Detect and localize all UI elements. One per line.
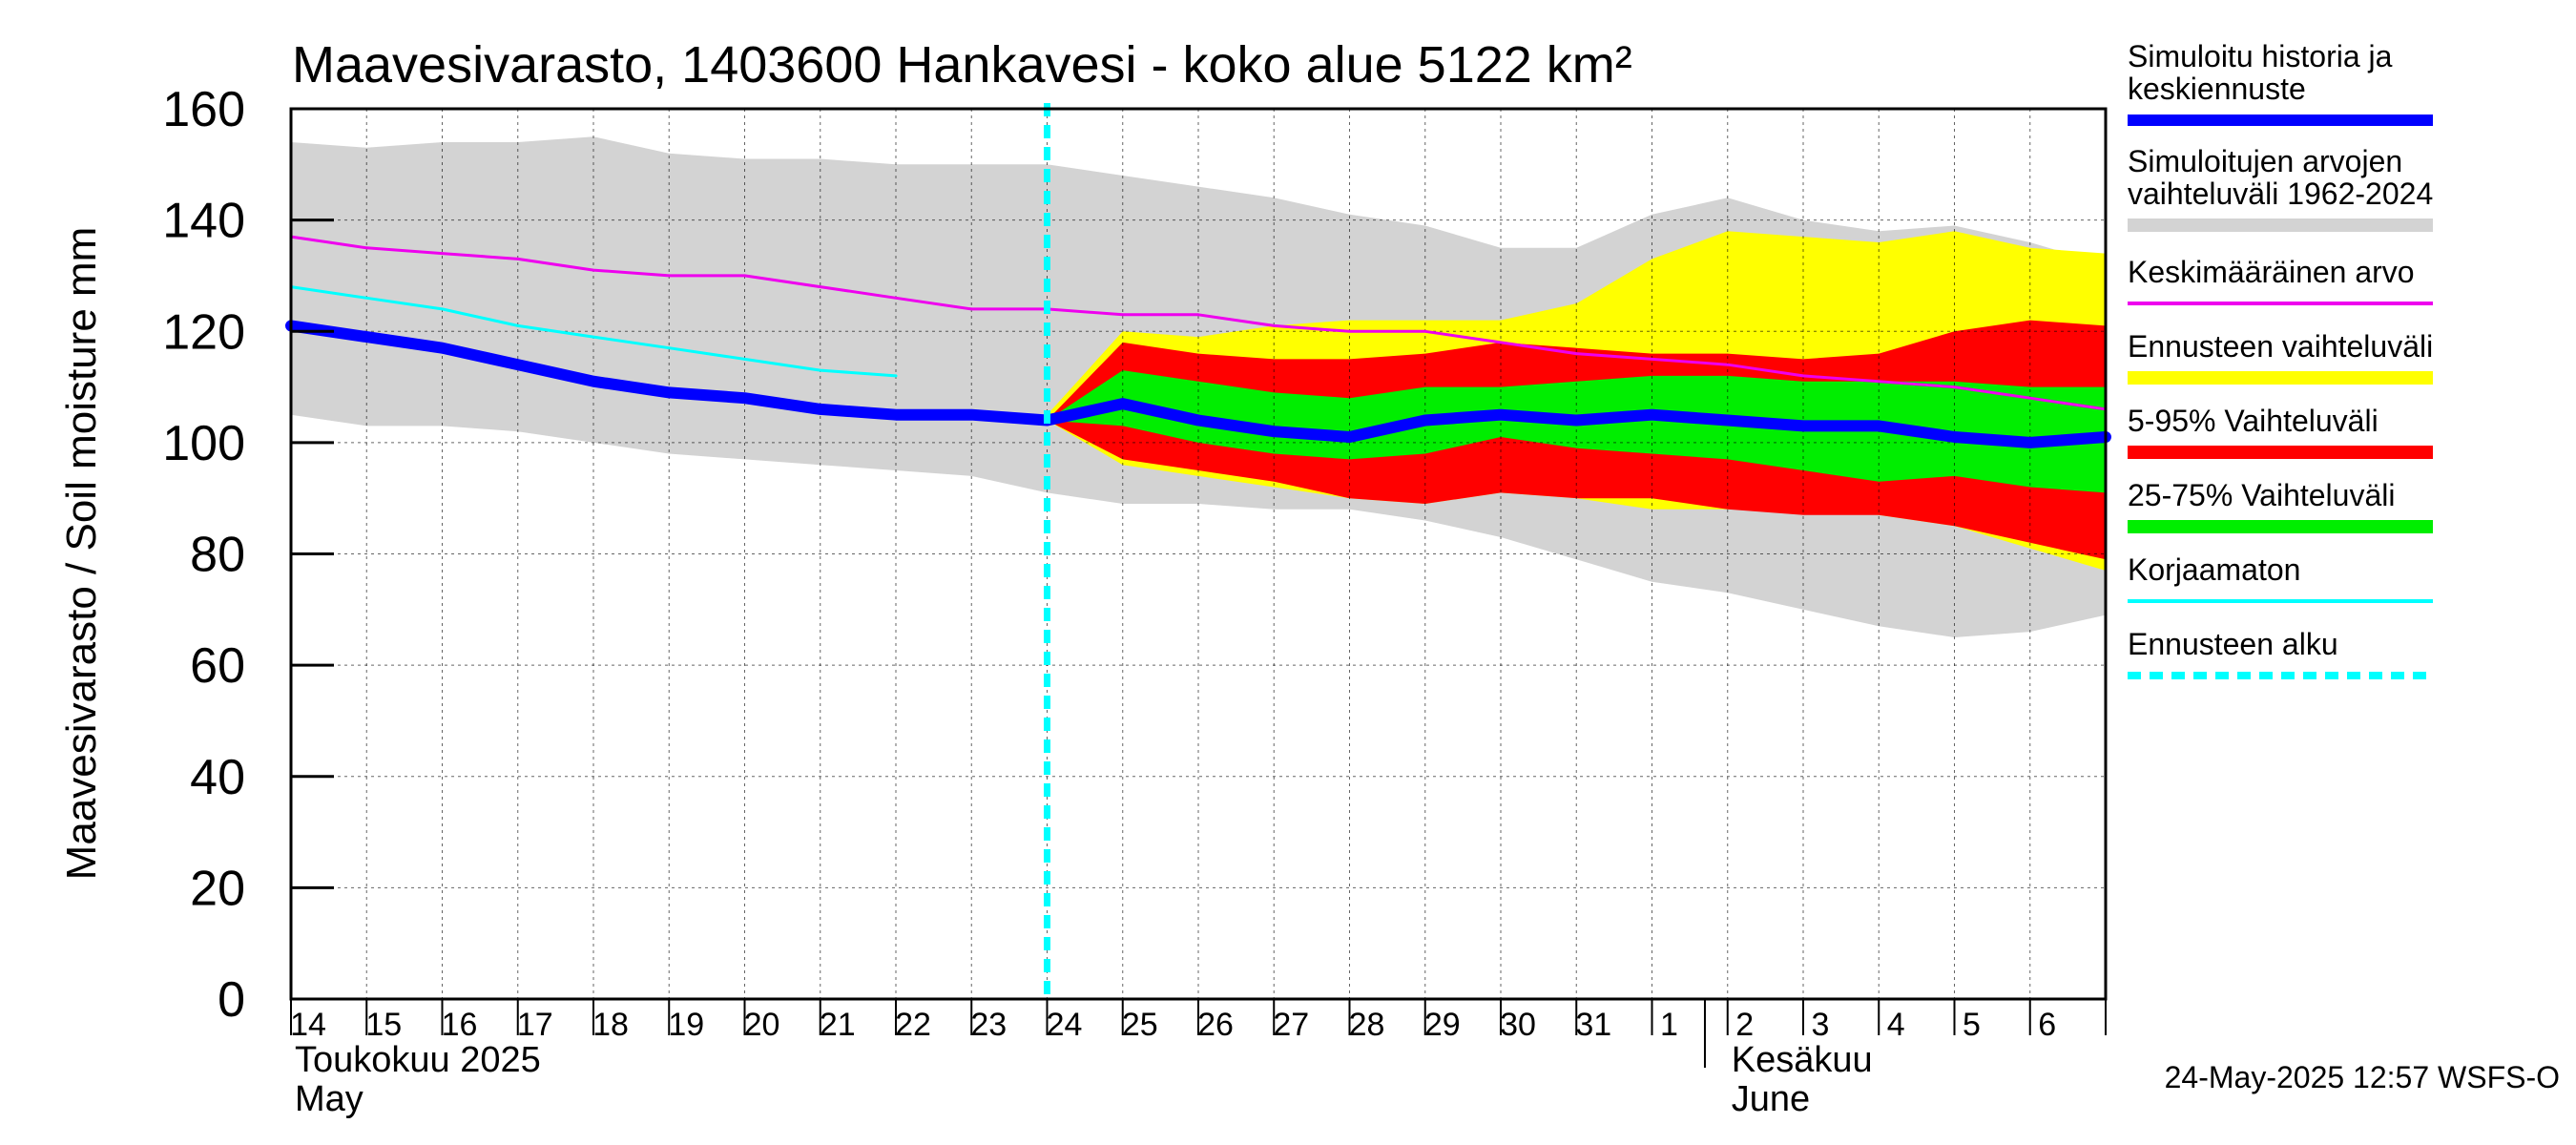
chart-title: Maavesivarasto, 1403600 Hankavesi - koko… (292, 36, 1632, 94)
legend-label: Korjaamaton (2128, 552, 2300, 587)
x-tick-label: 21 (820, 1007, 856, 1043)
month-label: Kesäkuu (1732, 1040, 1873, 1080)
legend-label: 5-95% Vaihteluväli (2128, 404, 2379, 438)
x-tick-label: 6 (2038, 1007, 2056, 1043)
y-tick-label: 120 (162, 304, 245, 360)
x-tick-label: 22 (895, 1007, 931, 1043)
series-uncorrected (289, 285, 898, 378)
y-axis-label: Maavesivarasto / Soil moisture mm (58, 227, 105, 881)
legend-item-p25_75: 25-75% Vaihteluväli (2128, 478, 2433, 533)
legend-label: Ennusteen vaihteluväli (2128, 329, 2433, 364)
x-tick-label: 16 (442, 1007, 478, 1043)
x-tick-label: 27 (1273, 1007, 1309, 1043)
legend-label: Ennusteen alku (2128, 627, 2338, 661)
legend-label-2: keskiennuste (2128, 72, 2306, 106)
timestamp: 24-May-2025 12:57 WSFS-O (2165, 1060, 2560, 1094)
x-tick-label: 17 (517, 1007, 553, 1043)
x-tick-label: 29 (1424, 1007, 1461, 1043)
legend-label: Simuloitu historia ja (2128, 39, 2393, 73)
month-label-en: May (295, 1079, 364, 1119)
y-tick-label: 20 (190, 861, 245, 916)
x-tick-label: 20 (744, 1007, 780, 1043)
legend-item-mean: Keskimääräinen arvo (2128, 255, 2433, 305)
grid (291, 109, 2106, 999)
x-tick-label: 15 (365, 1007, 402, 1043)
x-tick-label: 24 (1047, 1007, 1083, 1043)
x-tick-label: 26 (1197, 1007, 1234, 1043)
x-tick-label: 2 (1735, 1007, 1754, 1043)
x-tick-label: 23 (970, 1007, 1007, 1043)
y-tick-label: 80 (190, 528, 245, 583)
legend-label: 25-75% Vaihteluväli (2128, 478, 2395, 512)
y-tick-label: 160 (162, 82, 245, 137)
x-tick-label: 19 (668, 1007, 704, 1043)
legend-label: Keskimääräinen arvo (2128, 255, 2415, 289)
series-history-forecast (285, 320, 2111, 448)
x-tick-label: 31 (1575, 1007, 1611, 1043)
x-tick-label: 18 (592, 1007, 629, 1043)
y-tick-label: 140 (162, 194, 245, 249)
legend-label: Simuloitujen arvojen (2128, 144, 2402, 178)
x-tick-label: 28 (1349, 1007, 1385, 1043)
plot-area (285, 103, 2111, 999)
month-label-en: June (1732, 1079, 1810, 1119)
x-tick-label: 4 (1887, 1007, 1905, 1043)
x-tick-label: 5 (1963, 1007, 1981, 1043)
y-tick-label: 100 (162, 416, 245, 471)
x-tick-label: 25 (1122, 1007, 1158, 1043)
y-tick-label: 0 (218, 972, 245, 1028)
legend-item-p5_95: 5-95% Vaihteluväli (2128, 404, 2433, 459)
x-tick-label: 14 (290, 1007, 326, 1043)
legend: Simuloitu historia jakeskiennusteSimuloi… (2128, 39, 2433, 679)
x-tick-label: 30 (1500, 1007, 1536, 1043)
y-tick-label: 40 (190, 750, 245, 805)
legend-item-ensemble_range: Ennusteen vaihteluväli (2128, 329, 2433, 385)
y-tick-label: 60 (190, 638, 245, 694)
x-tick-label: 1 (1660, 1007, 1678, 1043)
legend-item-uncorrected: Korjaamaton (2128, 552, 2433, 603)
month-label: Toukokuu 2025 (295, 1040, 541, 1080)
x-tick-label: 3 (1812, 1007, 1830, 1043)
series-mean (289, 235, 2108, 411)
legend-item-forecast_start: Ennusteen alku (2128, 627, 2433, 679)
legend-label-2: vaihteluväli 1962-2024 (2128, 177, 2433, 211)
